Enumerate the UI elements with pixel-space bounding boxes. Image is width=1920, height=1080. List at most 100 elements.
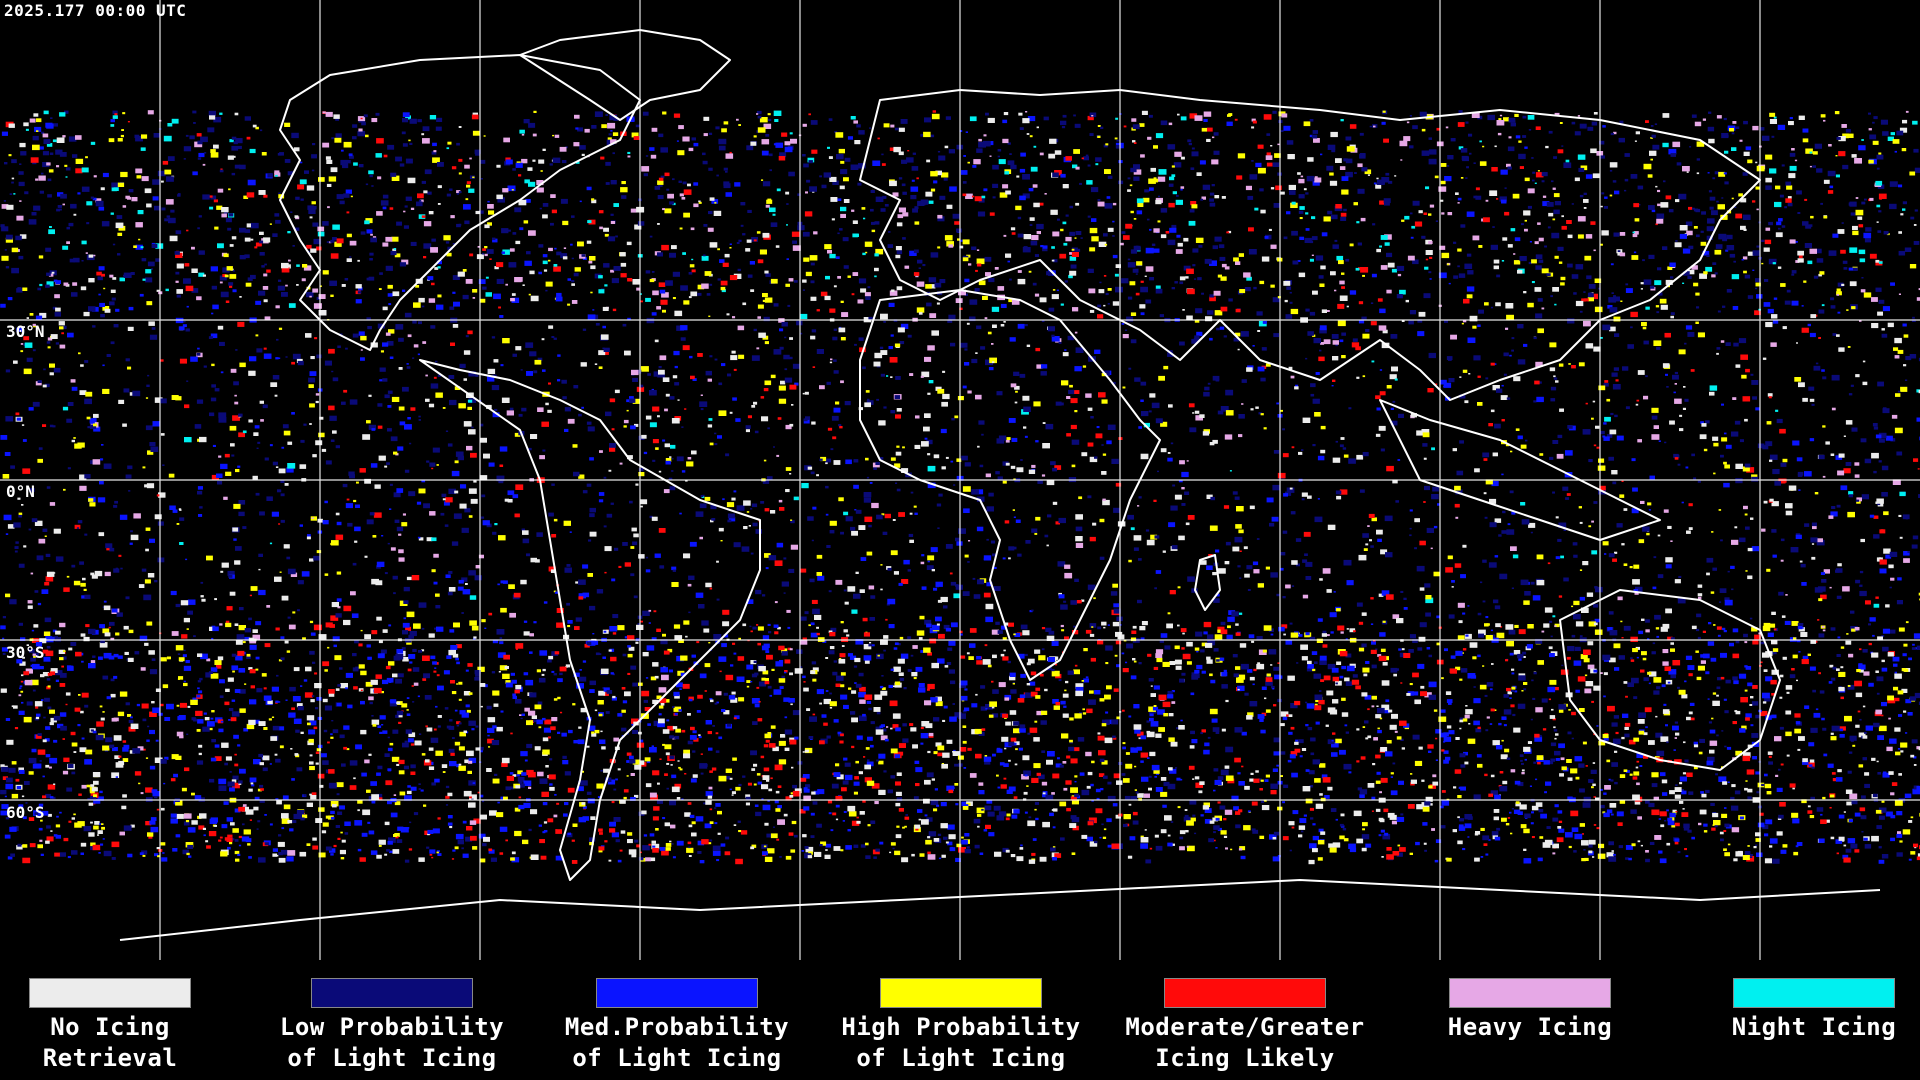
icing-cell (720, 540, 723, 542)
icing-cell (372, 535, 377, 538)
icing-cell (1732, 306, 1739, 310)
icing-cell (1741, 259, 1744, 261)
icing-cell (871, 229, 876, 233)
icing-cell (1780, 283, 1786, 287)
icing-cell (157, 170, 166, 177)
icing-cell (1005, 462, 1010, 466)
icing-cell (198, 514, 203, 517)
icing-cell (234, 394, 237, 397)
icing-cell (833, 328, 837, 331)
icing-cell (812, 608, 820, 615)
icing-cell (520, 369, 523, 371)
icing-cell (418, 297, 425, 303)
icing-cell (610, 502, 614, 505)
icing-cell (1319, 325, 1327, 331)
icing-cell (1894, 150, 1897, 153)
icing-cell (1150, 167, 1156, 172)
icing-cell (122, 423, 127, 427)
icing-cell (194, 424, 202, 429)
icing-cell (1263, 114, 1272, 120)
icing-cell (1091, 115, 1094, 117)
icing-cell (689, 355, 693, 359)
icing-cell (1791, 273, 1795, 276)
icing-cell (1745, 570, 1748, 572)
icing-cell (839, 426, 843, 429)
icing-cell (1588, 459, 1593, 463)
icing-cell (955, 537, 960, 542)
icing-cell (1841, 283, 1845, 286)
icing-cell (335, 133, 342, 138)
icing-cell (927, 465, 936, 472)
icing-cell (310, 248, 317, 253)
icing-cell (42, 424, 47, 427)
icing-cell (19, 142, 26, 148)
icing-cell (632, 279, 641, 285)
icing-cell (1097, 125, 1101, 127)
icing-cell (1341, 355, 1346, 359)
icing-cell (765, 273, 771, 277)
icing-cell (1069, 270, 1077, 276)
icing-cell (54, 294, 60, 299)
icing-cell (1341, 272, 1345, 275)
icing-cell (1081, 599, 1085, 602)
icing-cell (807, 157, 815, 163)
icing-cell (1696, 172, 1700, 175)
icing-cell (1020, 152, 1026, 157)
icing-cell (310, 356, 315, 360)
icing-cell (389, 207, 394, 210)
icing-cell (913, 249, 919, 253)
icing-cell (1188, 142, 1192, 146)
icing-cell (454, 386, 461, 390)
icing-cell (478, 210, 484, 214)
icing-cell (1654, 123, 1658, 125)
icing-cell (337, 606, 341, 609)
icing-cell (36, 130, 39, 132)
icing-cell (1612, 384, 1621, 390)
icing-cell (220, 463, 228, 469)
icing-cell (427, 276, 434, 281)
icing-cell (794, 280, 798, 283)
icing-cell (1160, 120, 1168, 126)
icing-cell (1787, 202, 1793, 207)
icing-cell (1856, 497, 1862, 502)
icing-cell (1371, 273, 1377, 278)
icing-cell (1070, 424, 1077, 430)
icing-cell (1120, 242, 1124, 246)
icing-cell (93, 423, 97, 427)
icing-cell (709, 242, 718, 248)
icing-cell (1172, 484, 1176, 487)
icing-cell (470, 452, 477, 458)
icing-cell (1714, 249, 1722, 255)
icing-cell (427, 191, 432, 195)
icing-cell (1317, 618, 1323, 622)
icing-cell (1553, 377, 1558, 380)
icing-cell (1036, 231, 1041, 235)
icing-cell (1239, 577, 1242, 579)
icing-cell (244, 254, 250, 259)
icing-cell (102, 388, 110, 394)
icing-cell (1035, 440, 1039, 443)
icing-cell (1876, 167, 1880, 170)
icing-cell (777, 417, 782, 420)
icing-cell (571, 257, 574, 260)
icing-cell (790, 520, 795, 524)
icing-cell (1303, 188, 1307, 191)
icing-cell (392, 248, 397, 252)
icing-cell (510, 298, 515, 302)
icing-cell (1299, 236, 1305, 240)
icing-cell (541, 338, 545, 341)
icing-cell (1435, 383, 1438, 385)
icing-cell (702, 152, 706, 156)
icing-cell (309, 295, 312, 298)
icing-cell (71, 292, 78, 297)
icing-cell (832, 180, 839, 185)
icing-cell (611, 278, 619, 284)
icing-cell (275, 219, 281, 224)
icing-cell (1498, 534, 1502, 537)
icing-cell (688, 147, 694, 152)
icing-cell (1171, 165, 1175, 168)
icing-cell (688, 272, 693, 275)
icing-cell (1113, 608, 1121, 614)
icing-cell (1682, 248, 1691, 254)
icing-cell (573, 471, 580, 477)
